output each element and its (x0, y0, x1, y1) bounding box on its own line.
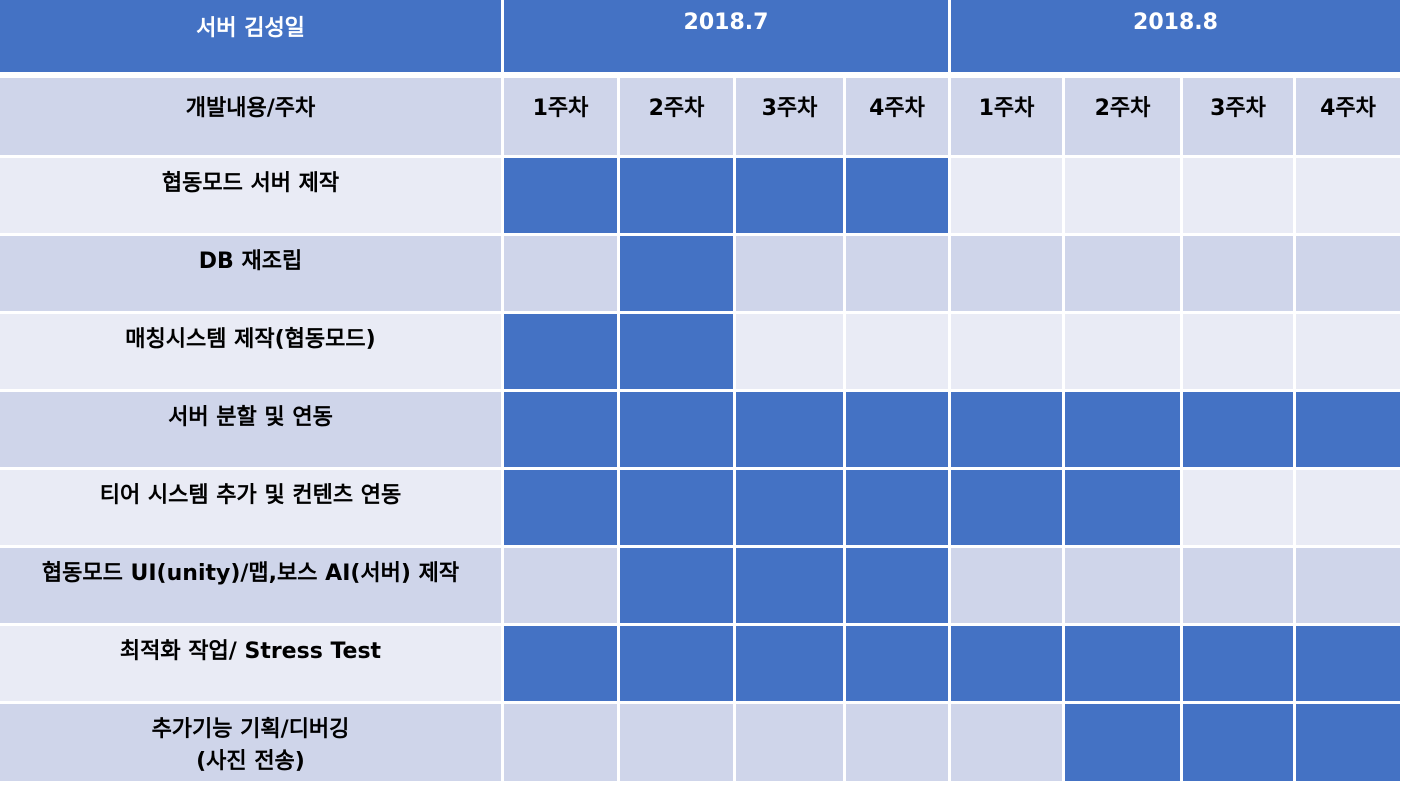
task-label: 서버 분할 및 연동 (0, 392, 504, 470)
schedule-cell-filled (736, 626, 846, 704)
week-header: 3주차 (736, 78, 846, 158)
schedule-cell-filled (620, 236, 736, 314)
schedule-cell-empty (736, 704, 846, 784)
schedule-cell-filled (620, 314, 736, 392)
schedule-cell-filled (846, 470, 951, 548)
schedule-cell-empty (1065, 158, 1183, 236)
schedule-cell-filled (620, 470, 736, 548)
schedule-cell-filled (1296, 626, 1403, 704)
schedule-cell-filled (620, 392, 736, 470)
task-label: 티어 시스템 추가 및 컨텐츠 연동 (0, 470, 504, 548)
task-label: 협동모드 UI(unity)/맵,보스 AI(서버) 제작 (0, 548, 504, 626)
table-title: 서버 김성일 (0, 0, 504, 78)
schedule-cell-empty (951, 548, 1065, 626)
schedule-cell-empty (504, 704, 620, 784)
schedule-cell-filled (736, 548, 846, 626)
schedule-cell-empty (1296, 548, 1403, 626)
schedule-cell-filled (951, 392, 1065, 470)
schedule-cell-empty (736, 314, 846, 392)
schedule-cell-empty (504, 236, 620, 314)
schedule-cell-empty (1183, 158, 1296, 236)
schedule-cell-empty (1065, 314, 1183, 392)
schedule-cell-filled (504, 392, 620, 470)
schedule-cell-filled (620, 626, 736, 704)
schedule-cell-filled (504, 626, 620, 704)
week-header: 3주차 (1183, 78, 1296, 158)
week-header: 1주차 (951, 78, 1065, 158)
schedule-cell-empty (504, 548, 620, 626)
month-header-july: 2018.7 (504, 0, 951, 78)
schedule-cell-empty (951, 704, 1065, 784)
schedule-cell-empty (1296, 158, 1403, 236)
task-label: 최적화 작업/ Stress Test (0, 626, 504, 704)
schedule-cell-filled (1183, 626, 1296, 704)
schedule-cell-empty (620, 704, 736, 784)
schedule-cell-filled (620, 158, 736, 236)
schedule-cell-filled (1065, 392, 1183, 470)
task-label: 매칭시스템 제작(협동모드) (0, 314, 504, 392)
schedule-cell-empty (1296, 470, 1403, 548)
schedule-cell-filled (736, 392, 846, 470)
schedule-cell-filled (736, 158, 846, 236)
week-header: 2주차 (620, 78, 736, 158)
schedule-cell-filled (736, 470, 846, 548)
schedule-cell-filled (1183, 704, 1296, 784)
schedule-cell-filled (846, 392, 951, 470)
schedule-cell-empty (736, 236, 846, 314)
schedule-cell-filled (1065, 704, 1183, 784)
task-label: DB 재조립 (0, 236, 504, 314)
month-header-august: 2018.8 (951, 0, 1403, 78)
schedule-cell-empty (1183, 314, 1296, 392)
schedule-cell-empty (1183, 470, 1296, 548)
row-label-header: 개발내용/주차 (0, 78, 504, 158)
schedule-cell-empty (951, 158, 1065, 236)
schedule-cell-filled (620, 548, 736, 626)
schedule-cell-filled (504, 158, 620, 236)
week-header: 2주차 (1065, 78, 1183, 158)
week-header: 4주차 (1296, 78, 1403, 158)
schedule-cell-empty (951, 314, 1065, 392)
schedule-cell-filled (846, 626, 951, 704)
schedule-cell-empty (846, 704, 951, 784)
schedule-cell-empty (846, 314, 951, 392)
task-label: 협동모드 서버 제작 (0, 158, 504, 236)
schedule-cell-filled (846, 158, 951, 236)
schedule-cell-filled (504, 314, 620, 392)
schedule-cell-filled (1065, 626, 1183, 704)
schedule-cell-filled (1183, 392, 1296, 470)
schedule-cell-filled (1296, 704, 1403, 784)
schedule-cell-filled (951, 626, 1065, 704)
task-label: 추가기능 기획/디버깅 (사진 전송) (0, 704, 504, 784)
schedule-cell-empty (1183, 548, 1296, 626)
schedule-cell-empty (951, 236, 1065, 314)
schedule-cell-filled (1065, 470, 1183, 548)
schedule-cell-filled (504, 470, 620, 548)
schedule-cell-empty (1296, 236, 1403, 314)
schedule-cell-empty (1183, 236, 1296, 314)
schedule-cell-empty (1065, 236, 1183, 314)
week-header: 4주차 (846, 78, 951, 158)
schedule-cell-empty (1065, 548, 1183, 626)
schedule-cell-filled (951, 470, 1065, 548)
schedule-cell-filled (1296, 392, 1403, 470)
schedule-cell-empty (846, 236, 951, 314)
schedule-cell-filled (846, 548, 951, 626)
schedule-cell-empty (1296, 314, 1403, 392)
week-header: 1주차 (504, 78, 620, 158)
